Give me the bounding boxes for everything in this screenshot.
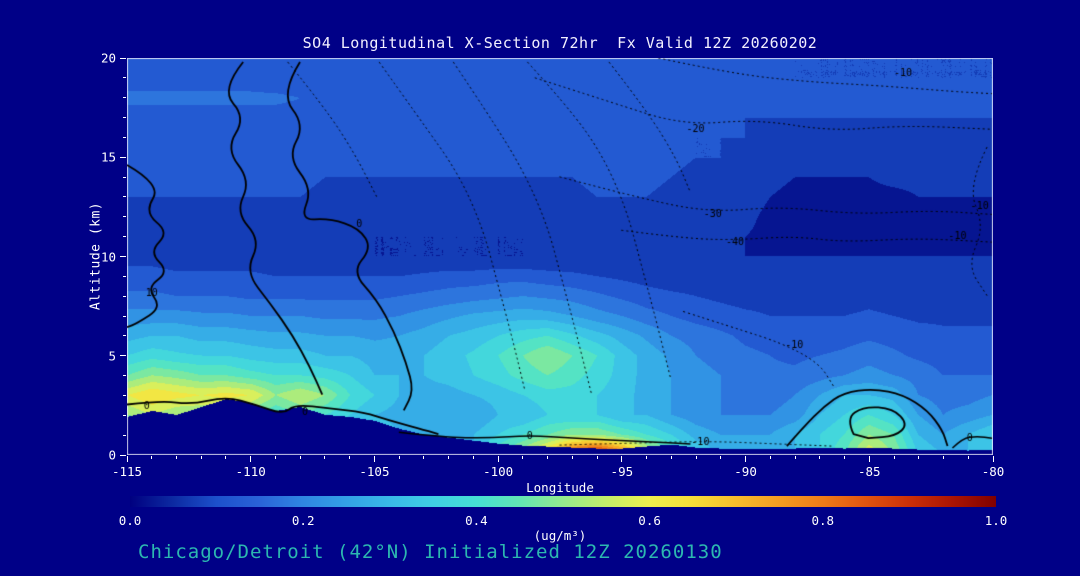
x-tick-mark (398, 456, 400, 459)
y-tick-mark (123, 315, 126, 317)
y-tick-label: 15 (100, 149, 116, 165)
x-tick-mark (250, 456, 252, 462)
y-tick-label: 10 (100, 249, 116, 264)
xsection-canvas (127, 58, 993, 455)
y-tick-mark (120, 355, 126, 357)
y-tick-mark (123, 196, 126, 198)
x-tick-label: -85 (857, 464, 881, 479)
colorbar-tick-label: 0.0 (118, 513, 142, 528)
colorbar-tick-label: 0.6 (638, 513, 661, 528)
x-tick-mark (126, 456, 128, 462)
x-tick-mark (571, 456, 573, 459)
y-tick-mark (123, 295, 126, 297)
x-tick-mark (225, 456, 227, 459)
x-tick-mark (547, 456, 549, 459)
x-tick-mark (373, 456, 375, 462)
x-tick-mark (943, 456, 944, 459)
x-tick-mark (670, 456, 672, 459)
y-tick-mark (120, 57, 126, 59)
x-tick-mark (423, 456, 425, 459)
init-annotation: Chicago/Detroit (42°N) Initialized 12Z 2… (138, 541, 723, 563)
x-tick-mark (868, 456, 870, 462)
x-tick-label: -95 (610, 464, 634, 479)
y-tick-mark (120, 156, 126, 158)
y-tick-mark (120, 454, 126, 456)
y-tick-mark (123, 216, 126, 218)
x-tick-mark (992, 456, 994, 462)
colorbar-tick-label: 0.8 (811, 513, 835, 528)
page-title: SO4 Longitudinal X-Section 72hr Fx Valid… (302, 34, 818, 52)
y-tick-mark (123, 236, 126, 238)
y-tick-mark (123, 275, 126, 277)
y-tick-mark (123, 97, 126, 99)
x-tick-label: -105 (359, 464, 390, 479)
colorbar-tick-label: 0.4 (465, 513, 488, 528)
y-tick-label: 5 (108, 348, 116, 364)
x-tick-mark (745, 456, 747, 462)
x-tick-mark (274, 456, 276, 459)
y-tick-mark (123, 136, 126, 138)
x-tick-mark (200, 456, 202, 459)
x-tick-mark (349, 456, 351, 459)
x-tick-mark (720, 456, 722, 459)
x-tick-mark (448, 456, 450, 459)
y-tick-mark (123, 77, 126, 79)
x-tick-mark (967, 456, 969, 459)
x-tick-mark (794, 456, 796, 459)
colorbar-tick-label: 0.2 (291, 513, 315, 528)
x-tick-mark (596, 456, 598, 459)
x-tick-mark (819, 456, 821, 459)
x-tick-mark (695, 456, 697, 459)
x-tick-label: -90 (734, 464, 757, 479)
y-tick-mark (123, 434, 126, 436)
colorbar-gradient (130, 496, 996, 507)
y-tick-mark (123, 394, 126, 396)
x-tick-mark (769, 456, 771, 459)
x-tick-mark (299, 456, 301, 459)
x-tick-label: -100 (483, 464, 514, 479)
x-tick-mark (918, 456, 920, 459)
x-axis-label: Longitude (526, 480, 594, 495)
y-tick-mark (120, 256, 126, 257)
y-tick-label: 0 (108, 447, 116, 463)
x-tick-mark (324, 456, 326, 459)
y-tick-mark (123, 335, 126, 337)
colorbar-unit-label: (ug/m³) (533, 528, 587, 543)
y-tick-label: 20 (100, 50, 116, 66)
y-tick-mark (123, 414, 126, 416)
y-tick-mark (123, 375, 126, 377)
x-tick-mark (151, 456, 153, 459)
x-tick-mark (893, 456, 895, 459)
x-tick-label: -110 (235, 464, 266, 479)
colorbar-tick-label: 1.0 (984, 513, 1008, 528)
x-tick-mark (175, 456, 177, 459)
x-tick-mark (646, 456, 648, 459)
x-tick-label: -80 (981, 464, 1005, 479)
x-tick-mark (522, 456, 524, 459)
x-tick-mark (621, 456, 623, 462)
y-tick-mark (123, 117, 126, 119)
x-tick-mark (497, 456, 499, 462)
x-tick-label: -115 (111, 464, 143, 479)
x-tick-mark (844, 456, 846, 459)
x-tick-mark (472, 456, 474, 459)
y-tick-mark (123, 176, 126, 178)
